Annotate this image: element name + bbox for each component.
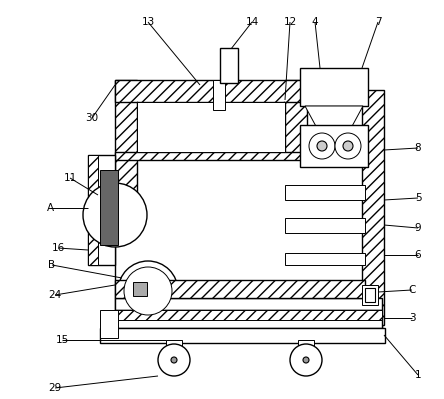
Bar bbox=[362, 90, 384, 325]
Bar bbox=[100, 170, 118, 245]
Circle shape bbox=[158, 344, 190, 376]
Bar bbox=[100, 328, 385, 343]
Text: 8: 8 bbox=[415, 143, 421, 153]
Text: 5: 5 bbox=[415, 193, 421, 203]
Bar bbox=[300, 125, 368, 167]
Text: C: C bbox=[408, 285, 416, 295]
Bar bbox=[213, 80, 225, 110]
Circle shape bbox=[309, 133, 335, 159]
Bar bbox=[133, 282, 147, 296]
Bar bbox=[285, 218, 365, 233]
Circle shape bbox=[303, 357, 309, 363]
Circle shape bbox=[317, 141, 327, 151]
Text: A: A bbox=[47, 203, 54, 213]
Bar bbox=[285, 253, 365, 265]
Bar bbox=[115, 155, 382, 330]
Bar bbox=[362, 285, 378, 305]
Bar bbox=[285, 80, 307, 155]
Text: 4: 4 bbox=[312, 17, 318, 27]
Bar bbox=[166, 340, 182, 348]
Circle shape bbox=[124, 267, 172, 315]
Circle shape bbox=[343, 141, 353, 151]
Text: 16: 16 bbox=[52, 243, 65, 253]
Text: 11: 11 bbox=[63, 173, 77, 183]
Bar bbox=[220, 48, 238, 83]
Text: B: B bbox=[48, 260, 56, 270]
Bar bbox=[88, 155, 115, 265]
Text: 12: 12 bbox=[283, 17, 297, 27]
Bar bbox=[115, 280, 365, 298]
Text: 15: 15 bbox=[56, 335, 69, 345]
Bar bbox=[115, 80, 137, 195]
Bar bbox=[115, 310, 382, 328]
Text: 9: 9 bbox=[415, 223, 421, 233]
Text: 3: 3 bbox=[408, 313, 415, 323]
Text: 30: 30 bbox=[85, 113, 99, 123]
Bar bbox=[137, 102, 285, 152]
Circle shape bbox=[118, 261, 178, 321]
Circle shape bbox=[335, 133, 361, 159]
Bar bbox=[115, 152, 307, 160]
Text: 7: 7 bbox=[375, 17, 381, 27]
Circle shape bbox=[290, 344, 322, 376]
Bar bbox=[115, 298, 382, 310]
Bar bbox=[88, 155, 98, 265]
Text: 13: 13 bbox=[141, 17, 155, 27]
Text: 29: 29 bbox=[48, 383, 62, 393]
Bar bbox=[100, 310, 118, 338]
Text: 14: 14 bbox=[246, 17, 258, 27]
Bar bbox=[365, 288, 375, 302]
Bar bbox=[300, 68, 368, 106]
Text: 24: 24 bbox=[48, 290, 62, 300]
Polygon shape bbox=[305, 106, 363, 130]
Bar bbox=[115, 80, 307, 102]
Text: 1: 1 bbox=[415, 370, 421, 380]
Text: 6: 6 bbox=[415, 250, 421, 260]
Circle shape bbox=[83, 183, 147, 247]
Circle shape bbox=[171, 357, 177, 363]
Bar bbox=[115, 310, 382, 320]
Bar bbox=[285, 185, 365, 200]
Bar bbox=[298, 340, 314, 348]
